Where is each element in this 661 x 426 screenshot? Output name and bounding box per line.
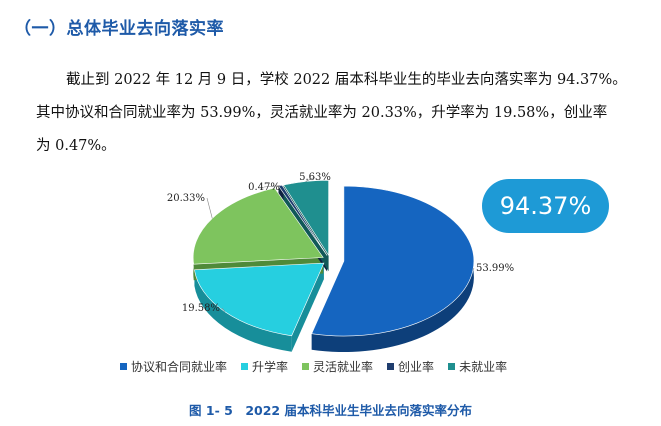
legend-item: 创业率 bbox=[387, 358, 434, 375]
paragraph-line-1: 截止到 2022 年 12 月 9 日，学校 2022 届本科毕业生的毕业去向落… bbox=[66, 72, 627, 88]
legend-swatch bbox=[302, 363, 310, 370]
legend-swatch bbox=[448, 363, 456, 370]
legend-swatch bbox=[120, 363, 127, 370]
pie-slice-1 bbox=[311, 185, 475, 337]
slice-data-label: 0.47% bbox=[248, 182, 280, 193]
legend-item: 未就业率 bbox=[448, 358, 507, 375]
pie-slice-side bbox=[194, 269, 292, 352]
slice-data-label: 53.99% bbox=[476, 263, 514, 274]
legend-item: 灵活就业率 bbox=[302, 358, 373, 375]
slice-data-label: 19.58% bbox=[182, 303, 220, 314]
legend-item: 升学率 bbox=[241, 358, 288, 375]
pie-slice-5 bbox=[283, 179, 329, 257]
slice-data-label: 20.33% bbox=[167, 193, 205, 204]
leader-line bbox=[221, 307, 226, 312]
legend-label: 升学率 bbox=[252, 360, 289, 374]
pie-slice-wall bbox=[291, 263, 324, 352]
legend-label: 灵活就业率 bbox=[313, 360, 374, 374]
leader-line bbox=[305, 176, 316, 182]
legend-label: 未就业率 bbox=[459, 360, 508, 374]
summary-paragraph: 截止到 2022 年 12 月 9 日，学校 2022 届本科毕业生的毕业去向落… bbox=[36, 64, 636, 163]
paragraph-line-2: 其中协议和合同就业率为 53.99%，灵活就业率为 20.33%，升学率为 19… bbox=[36, 105, 608, 121]
pie-chart: 53.99% 19.58% 20.33% 0.47% 5.63% bbox=[167, 172, 514, 353]
legend-label: 协议和合同就业率 bbox=[131, 360, 228, 374]
rate-badge: 94.37% bbox=[482, 179, 609, 233]
legend-label: 创业率 bbox=[398, 360, 435, 374]
leader-line bbox=[206, 197, 213, 219]
legend-item: 协议和合同就业率 bbox=[120, 358, 227, 375]
section-heading: （一）总体毕业去向落实率 bbox=[14, 19, 224, 39]
slice-data-label: 5.63% bbox=[299, 172, 331, 183]
legend-swatch bbox=[241, 363, 249, 370]
pie-slice-2 bbox=[194, 262, 325, 337]
pie-slice-3 bbox=[192, 187, 324, 265]
leader-line bbox=[263, 185, 281, 188]
leader-line bbox=[472, 267, 475, 271]
legend-swatch bbox=[387, 363, 395, 370]
figure-caption: 图 1- 5 2022 届本科毕业生毕业去向落实率分布 bbox=[189, 403, 472, 418]
chart-legend: 协议和合同就业率 升学率 灵活就业率 创业率 未就业率 bbox=[120, 358, 507, 375]
paragraph-line-3: 为 0.47%。 bbox=[36, 138, 116, 154]
